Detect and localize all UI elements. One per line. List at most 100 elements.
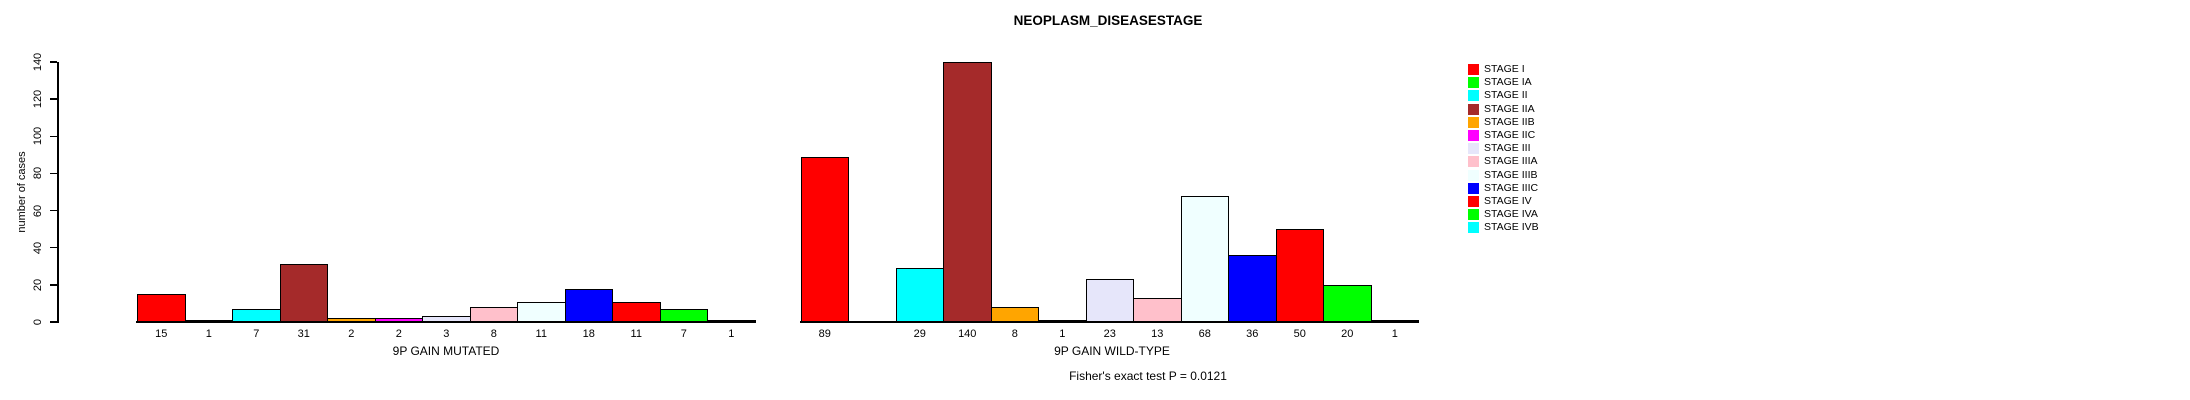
bar-value-label: 23	[1103, 328, 1116, 340]
legend-label: STAGE IIB	[1484, 115, 1535, 128]
y-tick-label-text: 0	[32, 318, 44, 326]
bar	[990, 307, 1039, 322]
y-tick	[50, 321, 57, 323]
y-tick-label-text: 60	[32, 204, 44, 217]
y-axis-title-text: number of cases	[16, 151, 28, 233]
bar	[1275, 229, 1324, 322]
legend-item: STAGE IIIB	[1468, 169, 1539, 182]
bar	[1180, 195, 1229, 322]
bar	[184, 320, 233, 322]
legend-swatch	[1468, 182, 1479, 194]
bar	[1038, 320, 1087, 322]
legend-label: STAGE III	[1484, 142, 1531, 155]
fisher-annotation: Fisher's exact test P = 0.0121	[1069, 369, 1227, 383]
legend-swatch	[1468, 195, 1479, 207]
y-tick	[50, 284, 57, 286]
legend-item: STAGE IIA	[1468, 103, 1539, 116]
legend-swatch	[1468, 143, 1479, 155]
bar	[1228, 255, 1277, 322]
bar-value-label: 3	[443, 328, 450, 340]
x-axis-label-mutated: 9P GAIN MUTATED	[392, 344, 500, 358]
legend-label: STAGE IIC	[1484, 129, 1536, 142]
legend-item: STAGE IIB	[1468, 116, 1539, 129]
bar	[564, 288, 613, 322]
legend-swatch	[1468, 64, 1479, 76]
bar-value-label: 50	[1293, 328, 1306, 340]
bar-value-label: 1	[205, 328, 212, 340]
legend-label: STAGE IV	[1484, 194, 1532, 207]
bar-value-label: 7	[680, 328, 687, 340]
bar-value-label: 13	[1151, 328, 1164, 340]
legend-label: STAGE IIA	[1484, 102, 1535, 115]
bar	[1085, 279, 1134, 322]
y-tick-label-text: 40	[32, 241, 44, 254]
legend-label: STAGE IA	[1484, 76, 1532, 89]
legend-swatch	[1468, 169, 1479, 181]
legend-label: STAGE IVB	[1484, 221, 1539, 234]
bar-value-label: 20	[1341, 328, 1354, 340]
legend-swatch	[1468, 77, 1479, 89]
y-tick	[50, 246, 57, 249]
y-tick-label-text: 120	[32, 89, 44, 109]
legend-item: STAGE IIC	[1468, 129, 1539, 142]
y-tick-label-text: 140	[32, 52, 44, 72]
legend-swatch	[1468, 103, 1479, 115]
bar-value-label: 140	[958, 328, 977, 340]
y-tick-label-text: 20	[32, 278, 44, 291]
y-tick-label-text: 80	[32, 167, 44, 180]
legend-item: STAGE IA	[1468, 76, 1539, 89]
chart-title: NEOPLASM_DISEASESTAGE	[1013, 13, 1203, 28]
bar	[232, 309, 281, 322]
bar-value-label: 8	[1011, 328, 1018, 340]
y-tick	[50, 98, 57, 100]
bar	[374, 318, 423, 322]
bar	[1370, 320, 1419, 322]
bar	[1323, 284, 1372, 322]
baseline	[136, 321, 756, 323]
bar-value-label: 68	[1198, 328, 1211, 340]
legend-item: STAGE IV	[1468, 195, 1539, 208]
bar-value-label: 29	[913, 328, 926, 340]
legend-item: STAGE III	[1468, 142, 1539, 155]
bar	[279, 264, 328, 322]
legend-label: STAGE IIIA	[1484, 155, 1538, 168]
x-axis-label-wild-type: 9P GAIN WILD-TYPE	[1054, 344, 1170, 358]
baseline	[799, 321, 1419, 323]
bar	[517, 301, 566, 322]
y-tick-label-text: 100	[32, 127, 44, 146]
bar	[895, 268, 944, 322]
y-tick	[50, 209, 57, 212]
legend-swatch	[1468, 116, 1479, 128]
bar-value-label: 1	[1391, 328, 1398, 340]
bar-value-label: 1	[728, 328, 735, 340]
bar-value-label: 36	[1246, 328, 1259, 340]
bar-value-label: 7	[253, 328, 260, 340]
legend-label: STAGE IIIB	[1484, 168, 1538, 181]
bar-value-label: 89	[818, 328, 831, 340]
bar	[707, 320, 756, 322]
legend-label: STAGE II	[1484, 89, 1528, 102]
bar-value-label: 18	[582, 328, 595, 340]
legend-item: STAGE I	[1468, 63, 1539, 76]
y-axis-line	[57, 62, 59, 323]
bar	[659, 309, 708, 322]
y-tick	[50, 172, 57, 175]
bar-value-label: 2	[395, 328, 402, 340]
legend-item: STAGE II	[1468, 89, 1539, 102]
y-tick	[50, 61, 57, 63]
bar	[1133, 297, 1182, 322]
bar	[137, 294, 186, 322]
legend-label: STAGE I	[1484, 63, 1525, 76]
legend-swatch	[1468, 156, 1479, 168]
legend-label: STAGE IIIC	[1484, 181, 1539, 194]
legend-item: STAGE IVA	[1468, 208, 1539, 221]
legend: STAGE I STAGE IA STAGE II STAGE IIA STAGE II…	[1468, 63, 1539, 234]
bar	[327, 318, 376, 322]
bar	[800, 156, 849, 322]
legend-label: STAGE IVA	[1484, 208, 1538, 221]
bar-value-label: 8	[490, 328, 497, 340]
bar-value-label: 2	[348, 328, 355, 340]
bar-value-label: 15	[155, 328, 168, 340]
legend-item: STAGE IIIA	[1468, 155, 1539, 168]
